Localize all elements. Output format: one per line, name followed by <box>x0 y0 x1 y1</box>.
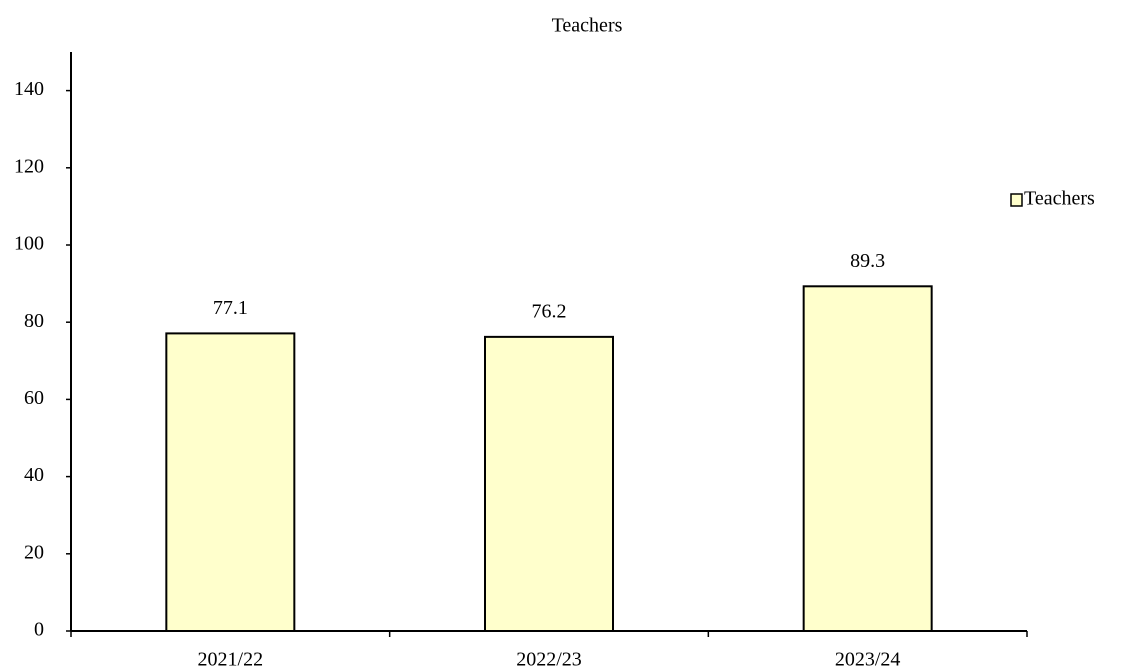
data-label: 77.1 <box>213 297 248 319</box>
data-label: 89.3 <box>850 250 885 272</box>
data-label: 76.2 <box>532 300 567 322</box>
y-tick-label: 80 <box>24 310 44 332</box>
y-tick-label: 60 <box>24 387 44 409</box>
y-tick-label: 20 <box>24 541 44 563</box>
bar <box>165 332 296 632</box>
chart-title: Teachers <box>552 15 623 37</box>
legend-label: Teachers <box>1024 188 1095 210</box>
y-tick-label: 120 <box>14 155 44 177</box>
y-tick-label: 140 <box>14 78 44 100</box>
y-tick-label: 40 <box>24 464 44 486</box>
bar <box>484 335 614 632</box>
legend-swatch <box>1010 193 1023 207</box>
x-tick-label: 2022/23 <box>516 649 582 670</box>
y-tick-label: 100 <box>14 233 44 255</box>
x-tick-label: 2023/24 <box>835 649 901 670</box>
y-tick-label: 0 <box>34 619 44 641</box>
x-tick-label: 2021/22 <box>198 649 264 670</box>
bar <box>802 285 933 632</box>
